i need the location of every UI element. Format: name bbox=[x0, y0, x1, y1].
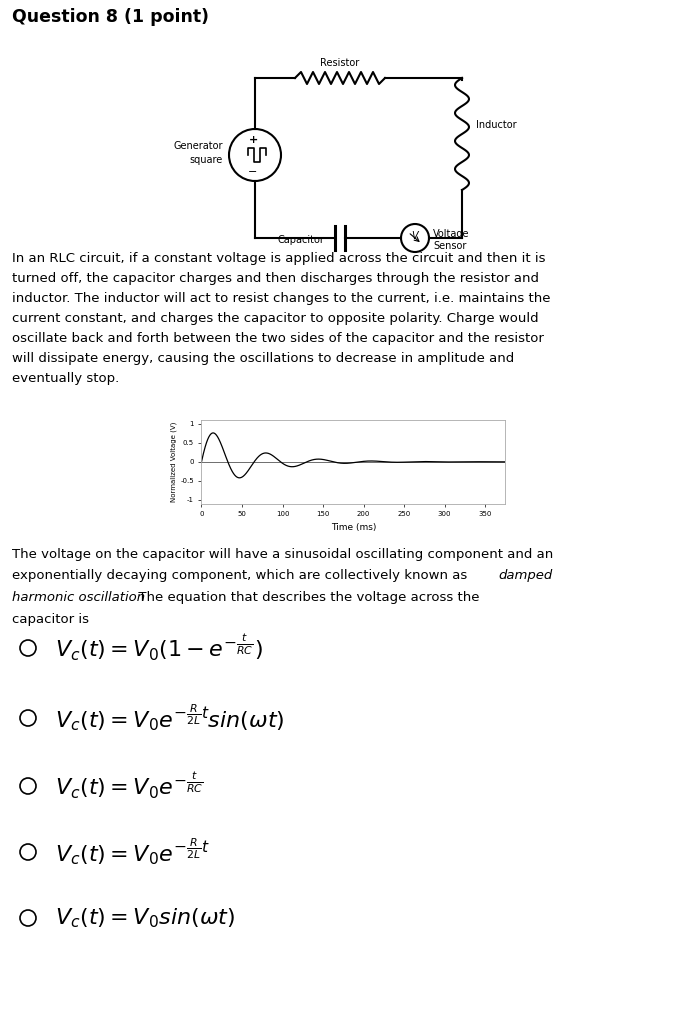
Text: inductor. The inductor will act to resist changes to the current, i.e. maintains: inductor. The inductor will act to resis… bbox=[12, 292, 550, 305]
Y-axis label: Normalized Voltage (V): Normalized Voltage (V) bbox=[171, 422, 178, 502]
Text: +: + bbox=[249, 135, 257, 145]
Text: Inductor: Inductor bbox=[476, 120, 516, 130]
Text: current constant, and charges the capacitor to opposite polarity. Charge would: current constant, and charges the capaci… bbox=[12, 312, 539, 325]
Text: will dissipate energy, causing the oscillations to decrease in amplitude and: will dissipate energy, causing the oscil… bbox=[12, 352, 514, 365]
Text: oscillate back and forth between the two sides of the capacitor and the resistor: oscillate back and forth between the two… bbox=[12, 332, 544, 345]
Text: Generator
square: Generator square bbox=[173, 141, 223, 165]
Text: −: − bbox=[249, 167, 257, 177]
Text: $V_c(t) = V_0sin(\omega t)$: $V_c(t) = V_0sin(\omega t)$ bbox=[55, 906, 235, 930]
Text: eventually stop.: eventually stop. bbox=[12, 372, 120, 385]
Text: Question 8 (1 point): Question 8 (1 point) bbox=[12, 8, 209, 26]
Text: . The equation that describes the voltage across the: . The equation that describes the voltag… bbox=[130, 591, 479, 604]
Text: Resistor: Resistor bbox=[320, 58, 360, 68]
Text: The voltage on the capacitor will have a sinusoidal oscillating component and an: The voltage on the capacitor will have a… bbox=[12, 548, 553, 561]
Text: Capacitor: Capacitor bbox=[277, 234, 324, 245]
Text: $V_c(t) = V_0(1 - e^{-\frac{t}{RC}})$: $V_c(t) = V_0(1 - e^{-\frac{t}{RC}})$ bbox=[55, 633, 263, 664]
Text: V: V bbox=[412, 231, 418, 241]
X-axis label: Time (ms): Time (ms) bbox=[331, 523, 376, 532]
Text: turned off, the capacitor charges and then discharges through the resistor and: turned off, the capacitor charges and th… bbox=[12, 272, 539, 285]
Text: damped: damped bbox=[498, 569, 553, 583]
Text: exponentially decaying component, which are collectively known as: exponentially decaying component, which … bbox=[12, 569, 471, 583]
Text: $V_c(t) = V_0e^{-\frac{R}{2L}t}$: $V_c(t) = V_0e^{-\frac{R}{2L}t}$ bbox=[55, 837, 210, 867]
Text: In an RLC circuit, if a constant voltage is applied across the circuit and then : In an RLC circuit, if a constant voltage… bbox=[12, 252, 546, 265]
Text: capacitor is: capacitor is bbox=[12, 612, 89, 626]
Text: $V_c(t) = V_0e^{-\frac{R}{2L}t}sin(\omega t)$: $V_c(t) = V_0e^{-\frac{R}{2L}t}sin(\omeg… bbox=[55, 702, 285, 733]
Text: $V_c(t) = V_0e^{-\frac{t}{RC}}$: $V_c(t) = V_0e^{-\frac{t}{RC}}$ bbox=[55, 771, 204, 801]
Text: Voltage
Sensor: Voltage Sensor bbox=[433, 228, 469, 251]
Text: harmonic oscillation: harmonic oscillation bbox=[12, 591, 145, 604]
